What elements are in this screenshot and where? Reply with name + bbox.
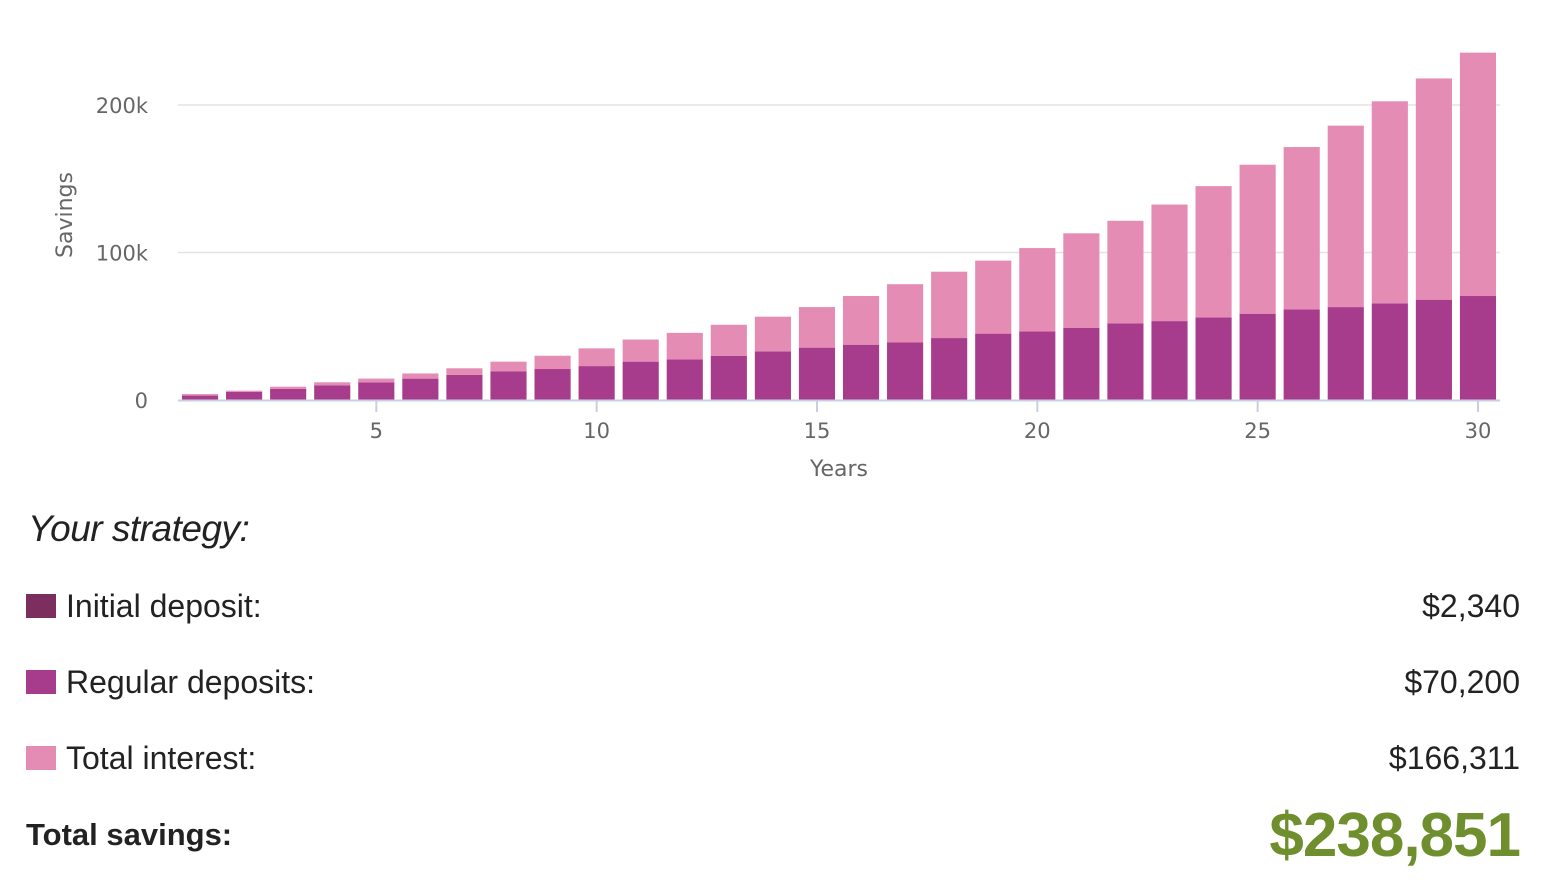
bar-deposits [578,366,615,400]
bar-deposits [842,344,880,400]
bar-interest [1151,204,1188,322]
initial-deposit-value: $2,340 [1422,587,1520,624]
x-tick-label: 25 [1244,419,1271,443]
bar-interest [1063,233,1100,328]
bar-deposits [1107,323,1144,400]
bar-interest [402,373,439,379]
bar-interest [931,271,968,339]
bar-deposits [446,374,483,400]
bar-deposits [1019,331,1056,400]
regular-deposits-value: $70,200 [1404,663,1520,700]
bar-interest [622,339,659,362]
x-tick-label: 15 [804,419,831,443]
x-axis-title: Years [809,457,868,482]
bar-deposits [1239,313,1276,400]
bar-deposits [490,371,527,400]
total-interest-row: Total interest: $166,311 [26,738,1520,778]
bar-deposits [931,338,968,400]
bar-deposits [402,378,439,400]
x-tick-label: 10 [583,419,610,443]
bar-deposits [975,333,1012,400]
initial-deposit-swatch [26,594,56,618]
bar-interest [490,361,527,372]
bar-interest [1239,164,1276,314]
bar-deposits [534,369,571,400]
regular-deposits-row: Regular deposits: $70,200 [26,662,1520,702]
bar-interest [1415,78,1452,300]
bar-deposits [1195,317,1232,400]
bar-interest [666,332,703,360]
y-tick-label: 100k [96,242,149,266]
bar-deposits [1283,309,1320,400]
bar-deposits [1415,299,1452,400]
bar-interest [975,260,1012,334]
strategy-title: Your strategy: [28,508,250,549]
bar-interest [270,386,307,389]
bar-deposits [226,391,263,400]
bar-interest [314,382,351,386]
regular-deposits-label: Regular deposits: [66,663,316,700]
bar-interest [226,390,263,392]
y-axis-title: Savings [53,172,78,258]
bar-deposits [181,395,219,400]
bar-deposits [622,361,659,400]
initial-deposit-row: Initial deposit: $2,340 [26,586,1520,626]
bar-interest [1019,248,1056,332]
total-savings-value: $238,851 [1269,800,1521,870]
total-interest-value: $166,311 [1388,739,1520,776]
bar-deposits [270,388,307,400]
bar-deposits [1371,303,1408,400]
bar-interest [181,394,219,396]
bar-interest [798,307,836,348]
y-tick-label: 0 [135,389,148,413]
bar-interest [710,324,747,356]
bar-interest [446,368,483,375]
bar-interest [842,296,880,345]
total-interest-swatch [26,746,56,770]
bar-deposits [1459,296,1497,400]
bar-interest [1195,186,1232,318]
regular-deposits-swatch [26,670,56,694]
total-savings-label: Total savings: [26,817,233,852]
bar-interest [578,348,615,367]
bar-interest [1283,147,1320,310]
x-tick-label: 20 [1024,419,1051,443]
bar-interest [358,378,395,383]
total-interest-label: Total interest: [66,739,257,776]
x-tick-label: 5 [370,419,383,443]
bar-interest [887,284,924,343]
savings-chart: 0 100k 200k 5 10 15 20 25 30 Years Savings [53,52,1500,482]
bar-interest [1327,125,1364,308]
total-savings-row: Total savings: $238,851 [26,800,1521,870]
bar-interest [1459,52,1497,297]
bar-deposits [1327,307,1364,400]
bar-deposits [358,382,395,400]
bar-deposits [1063,327,1100,400]
bar-deposits [798,347,836,400]
x-tick-label: 30 [1465,419,1492,443]
bar-deposits [710,355,747,400]
initial-deposit-label: Initial deposit: [66,587,262,624]
bar-deposits [314,385,351,400]
bar-deposits [887,342,924,400]
y-tick-label: 200k [96,94,149,118]
bar-interest [1371,101,1408,304]
bar-deposits [1151,321,1188,400]
bar-interest [754,316,791,352]
bar-interest [1107,220,1144,324]
bar-deposits [754,351,791,400]
bar-deposits [666,359,703,400]
bar-interest [534,355,571,370]
